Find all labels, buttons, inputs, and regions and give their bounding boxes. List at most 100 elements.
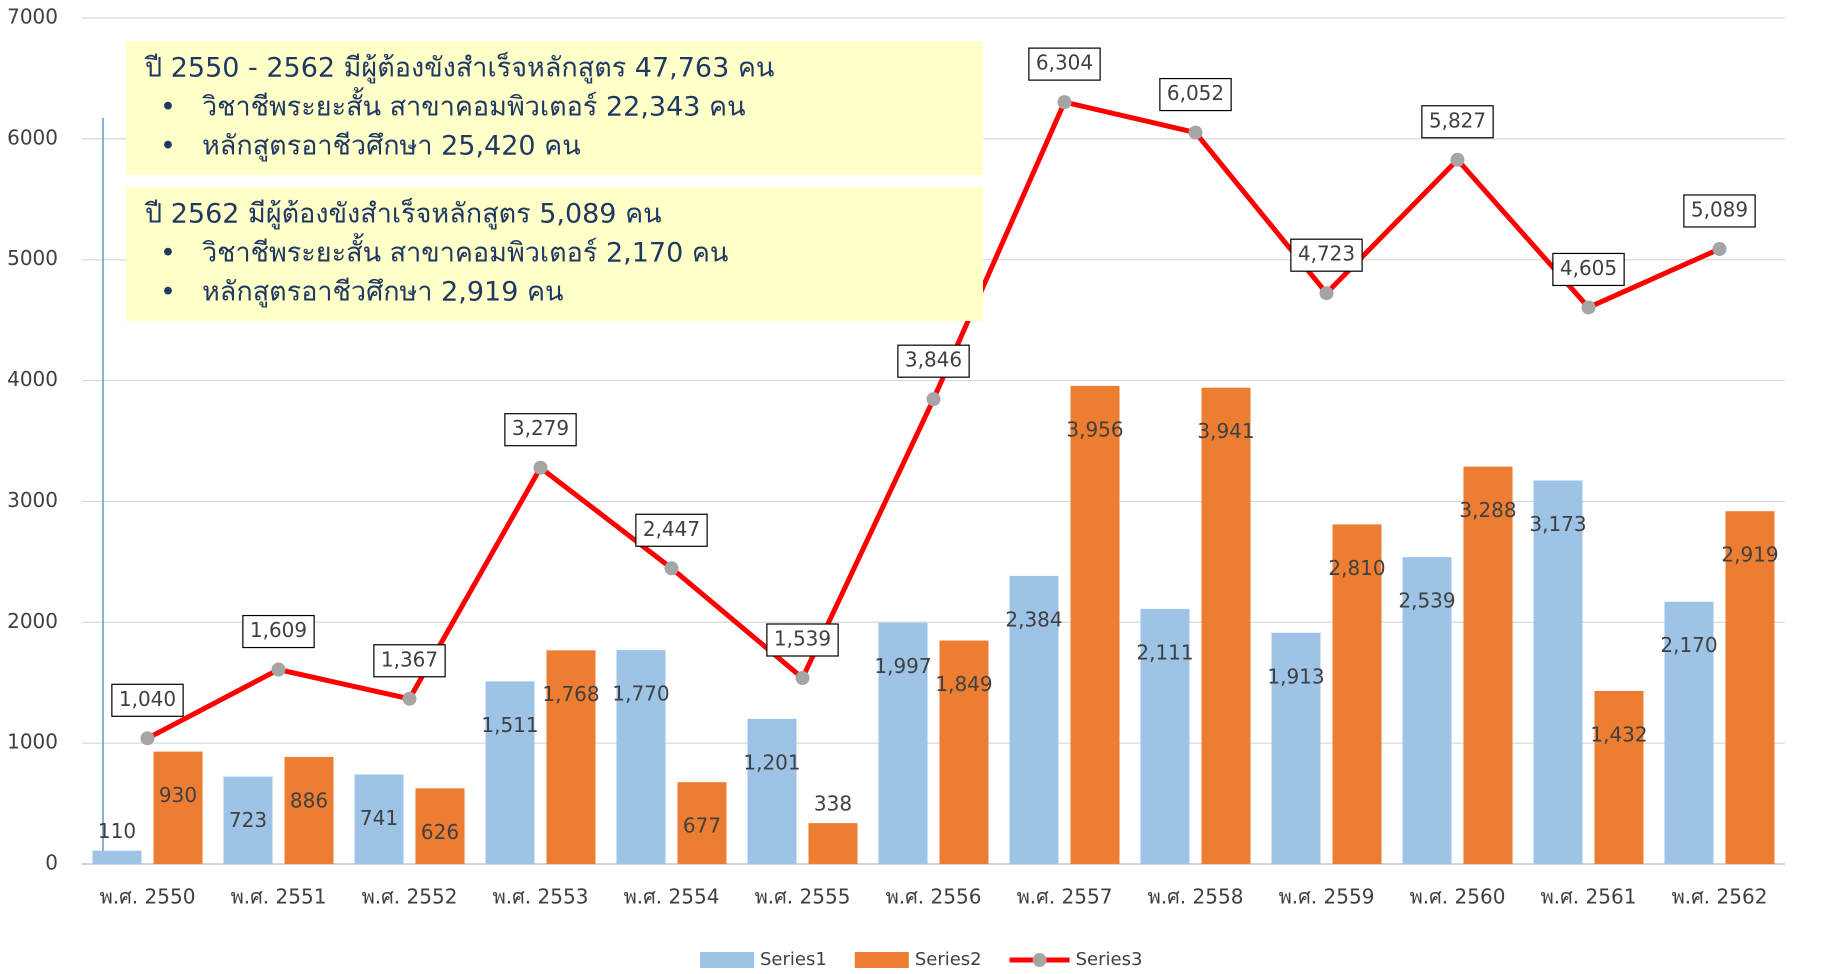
bar bbox=[677, 782, 727, 864]
line-marker bbox=[140, 731, 155, 746]
x-tick-label: พ.ศ. 2559 bbox=[1279, 885, 1375, 909]
legend-swatch bbox=[854, 952, 909, 968]
data-label: 1,609 bbox=[250, 618, 307, 642]
data-label: 1,997 bbox=[874, 654, 931, 678]
line-marker bbox=[1712, 241, 1727, 256]
data-label: 4,723 bbox=[1298, 242, 1355, 266]
x-tick-label: พ.ศ. 2557 bbox=[1017, 885, 1113, 909]
annotation-text: ปี 2562 มีผู้ต้องขังสำเร็จหลักสูตร 5,089… bbox=[145, 196, 662, 230]
data-label: 1,040 bbox=[119, 687, 176, 711]
data-label: 677 bbox=[683, 814, 721, 838]
line-marker bbox=[271, 662, 286, 677]
line-marker bbox=[1319, 286, 1334, 301]
bullet: • bbox=[160, 131, 176, 162]
bar bbox=[1140, 608, 1190, 864]
bar bbox=[223, 776, 273, 864]
data-label: 3,288 bbox=[1459, 498, 1516, 522]
bar bbox=[747, 718, 797, 864]
y-tick-label: 5000 bbox=[7, 246, 58, 270]
data-label: 338 bbox=[814, 792, 852, 816]
legend-label: Series3 bbox=[1076, 949, 1143, 970]
x-tick-label: พ.ศ. 2561 bbox=[1541, 885, 1637, 909]
line-marker bbox=[402, 691, 417, 706]
label-box bbox=[1552, 252, 1625, 287]
line-marker bbox=[1450, 152, 1465, 167]
bar bbox=[939, 640, 989, 864]
bullet: • bbox=[160, 238, 176, 269]
y-tick-label: 1000 bbox=[7, 730, 58, 754]
bar bbox=[1402, 557, 1452, 864]
data-label: 1,913 bbox=[1267, 664, 1324, 688]
data-label: 5,827 bbox=[1429, 108, 1486, 132]
legend-swatch bbox=[700, 952, 754, 968]
bar bbox=[354, 774, 404, 864]
bar bbox=[1664, 601, 1714, 864]
data-label: 1,511 bbox=[481, 713, 538, 737]
y-tick-label: 3000 bbox=[7, 488, 58, 512]
line-marker bbox=[926, 392, 941, 407]
bar bbox=[92, 850, 142, 864]
label-box bbox=[897, 344, 970, 378]
data-label: 626 bbox=[421, 820, 459, 844]
annotation-text: วิชาชีพระยะสั้น สาขาคอมพิวเตอร์ 22,343 ค… bbox=[202, 87, 746, 123]
label-box bbox=[1290, 238, 1363, 272]
legend-swatch bbox=[1032, 953, 1047, 967]
x-tick-label: พ.ศ. 2562 bbox=[1672, 885, 1768, 909]
y-tick-label: 2000 bbox=[7, 609, 58, 633]
bar bbox=[1070, 385, 1120, 864]
data-label: 2,111 bbox=[1136, 640, 1193, 664]
data-label: 110 bbox=[98, 819, 136, 843]
label-box bbox=[1683, 194, 1756, 228]
data-label: 1,367 bbox=[381, 647, 438, 671]
label-box bbox=[242, 614, 315, 649]
data-label: 2,447 bbox=[643, 517, 700, 541]
annotation-text: หลักสูตรอาชีวศึกษา 2,919 คน bbox=[202, 277, 564, 308]
label-box bbox=[111, 683, 184, 717]
bar bbox=[1594, 690, 1644, 864]
label-box bbox=[766, 623, 839, 657]
data-label: 5,089 bbox=[1691, 197, 1748, 221]
bar bbox=[284, 756, 334, 864]
data-label: 930 bbox=[159, 783, 197, 807]
legend-label: Series1 bbox=[760, 949, 827, 970]
data-label: 723 bbox=[229, 808, 267, 832]
y-tick-label: 6000 bbox=[7, 125, 58, 149]
data-label: 741 bbox=[360, 806, 398, 830]
data-label: 1,432 bbox=[1590, 722, 1647, 746]
data-label: 6,052 bbox=[1167, 81, 1224, 105]
bar bbox=[1271, 632, 1321, 864]
label-box bbox=[373, 644, 446, 678]
data-label: 886 bbox=[290, 788, 328, 812]
data-label: 1,201 bbox=[743, 750, 800, 774]
line-marker bbox=[1057, 95, 1072, 110]
data-label: 4,605 bbox=[1560, 256, 1617, 280]
bar bbox=[616, 650, 666, 864]
x-tick-label: พ.ศ. 2560 bbox=[1410, 885, 1506, 909]
x-tick-label: พ.ศ. 2552 bbox=[362, 885, 458, 909]
bar bbox=[1201, 387, 1251, 864]
data-label: 3,956 bbox=[1066, 417, 1123, 441]
label-box bbox=[1028, 47, 1101, 81]
data-label: 2,539 bbox=[1398, 589, 1455, 613]
x-tick-label: พ.ศ. 2550 bbox=[100, 885, 196, 909]
bar bbox=[1463, 466, 1513, 864]
bullet: • bbox=[160, 277, 176, 308]
line-marker bbox=[664, 561, 679, 576]
line-marker bbox=[533, 460, 548, 475]
data-label: 1,768 bbox=[542, 682, 599, 706]
data-label: 2,384 bbox=[1005, 607, 1062, 631]
annotation-box bbox=[126, 41, 983, 175]
line-marker bbox=[1581, 300, 1596, 315]
line-marker bbox=[795, 671, 810, 686]
data-label: 1,539 bbox=[774, 627, 831, 651]
data-label: 2,170 bbox=[1660, 633, 1717, 657]
bar bbox=[485, 681, 535, 864]
data-label: 3,941 bbox=[1197, 419, 1254, 443]
data-label: 2,810 bbox=[1328, 556, 1385, 580]
annotation-text: วิชาชีพระยะสั้น สาขาคอมพิวเตอร์ 2,170 คน bbox=[202, 233, 728, 269]
bar bbox=[1533, 480, 1583, 864]
x-tick-label: พ.ศ. 2558 bbox=[1148, 885, 1244, 909]
label-box bbox=[504, 413, 577, 447]
data-label: 3,846 bbox=[905, 348, 962, 372]
bar bbox=[546, 650, 596, 864]
